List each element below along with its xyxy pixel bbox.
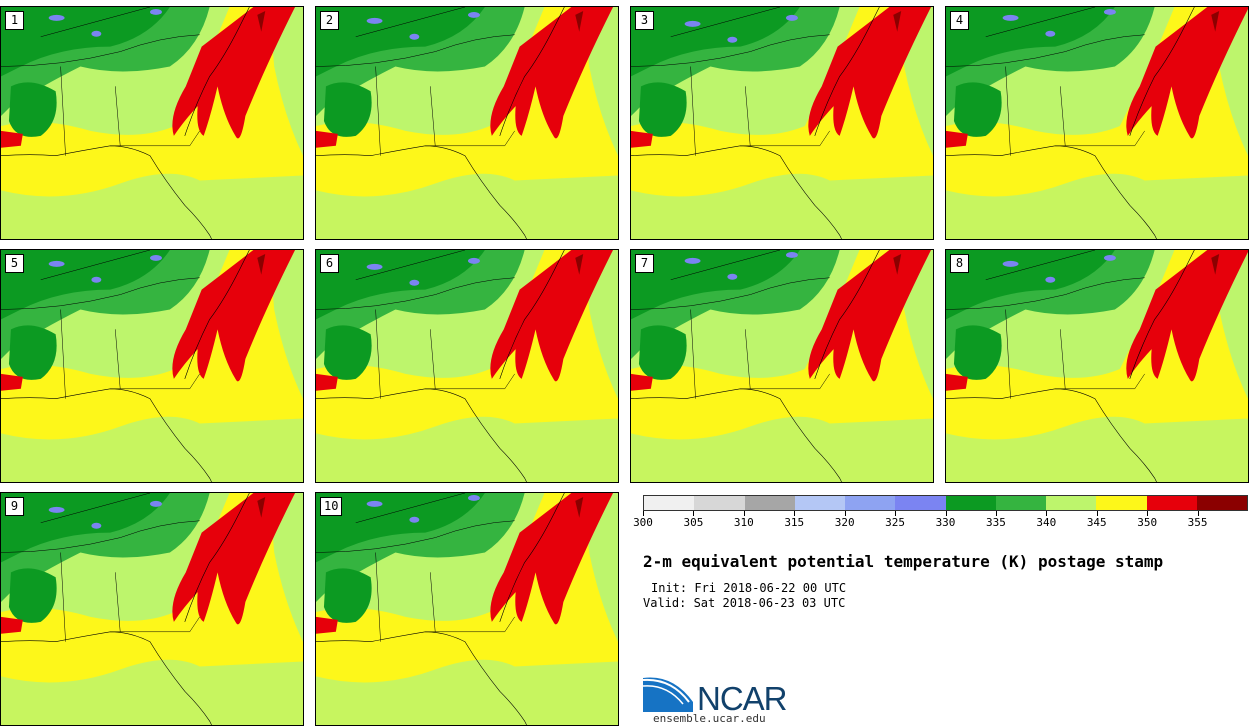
theta-e-map [946,7,1248,239]
colorbar-tick-label: 345 [1086,516,1107,529]
colorbar-tick-mark [945,511,947,516]
theta-e-map [1,250,303,482]
colorbar-segment [1146,496,1197,510]
theta-e-map [1,493,303,725]
colorbar-tick-mark [995,511,997,516]
colorbar-tick-label: 320 [834,516,855,529]
colorbar [643,495,1248,511]
colorbar-ticks: 300 305 310 315 320 325 330 335 340 345 350 355 [633,511,1248,531]
colorbar-tick-mark [794,511,796,516]
member-label: 6 [320,254,339,273]
colorbar-tick-mark [743,511,745,516]
forecast-map-panel: 1 [0,6,304,240]
colorbar-segment [1096,496,1147,510]
member-label: 4 [950,11,969,30]
forecast-map-panel: 6 [315,249,619,483]
colorbar-tick-label: 335 [985,516,1006,529]
theta-e-map [316,250,618,482]
forecast-map-panel: 3 [630,6,934,240]
member-label: 9 [5,497,24,516]
colorbar-segment [1046,496,1097,510]
colorbar-segment [1196,496,1247,510]
init-time: Init: Fri 2018-06-22 00 UTC [651,581,847,595]
colorbar-segment [845,496,896,510]
colorbar-segment [744,496,795,510]
forecast-map-panel: 2 [315,6,619,240]
member-label: 7 [635,254,654,273]
theta-e-map [946,250,1248,482]
colorbar-tick-mark [895,511,897,516]
colorbar-tick-label: 340 [1036,516,1057,529]
ensemble-url: ensemble.ucar.edu [653,712,766,725]
colorbar-tick-label: 325 [885,516,906,529]
colorbar-tick-label: 355 [1187,516,1208,529]
member-label: 1 [5,11,24,30]
colorbar-tick-mark [1046,511,1048,516]
theta-e-map [316,493,618,725]
ncar-logo-icon [643,677,693,712]
colorbar-tick-mark [693,511,695,516]
colorbar-tick-label: 350 [1137,516,1158,529]
theta-e-map [1,7,303,239]
colorbar-tick-mark [1147,511,1149,516]
theta-e-map [316,7,618,239]
forecast-map-panel: 8 [945,249,1249,483]
forecast-map-panel: 4 [945,6,1249,240]
colorbar-tick-mark [844,511,846,516]
colorbar-segment [644,496,695,510]
colorbar-segment [895,496,946,510]
member-label: 3 [635,11,654,30]
forecast-map-panel: 5 [0,249,304,483]
colorbar-tick-label: 315 [784,516,805,529]
colorbar-tick-mark [1197,511,1199,516]
member-label: 8 [950,254,969,273]
colorbar-segment [995,496,1046,510]
ncar-logo-text: NCAR [697,680,788,717]
valid-time: Valid: Sat 2018-06-23 03 UTC [643,596,846,610]
member-label: 2 [320,11,339,30]
colorbar-tick-label: 305 [683,516,704,529]
colorbar-tick-label: 310 [733,516,754,529]
colorbar-segment [794,496,845,510]
colorbar-tick-label: 330 [935,516,956,529]
member-label: 5 [5,254,24,273]
theta-e-map [631,250,933,482]
colorbar-segment [694,496,745,510]
theta-e-map [631,7,933,239]
colorbar-tick-mark [643,511,644,516]
colorbar-tick-label: 300 [633,516,653,529]
forecast-map-panel: 10 [315,492,619,726]
figure-title: 2-m equivalent potential temperature (K)… [643,552,1164,571]
forecast-map-panel: 7 [630,249,934,483]
forecast-map-panel: 9 [0,492,304,726]
colorbar-tick-mark [1096,511,1098,516]
colorbar-segment [945,496,996,510]
member-label: 10 [320,497,343,516]
